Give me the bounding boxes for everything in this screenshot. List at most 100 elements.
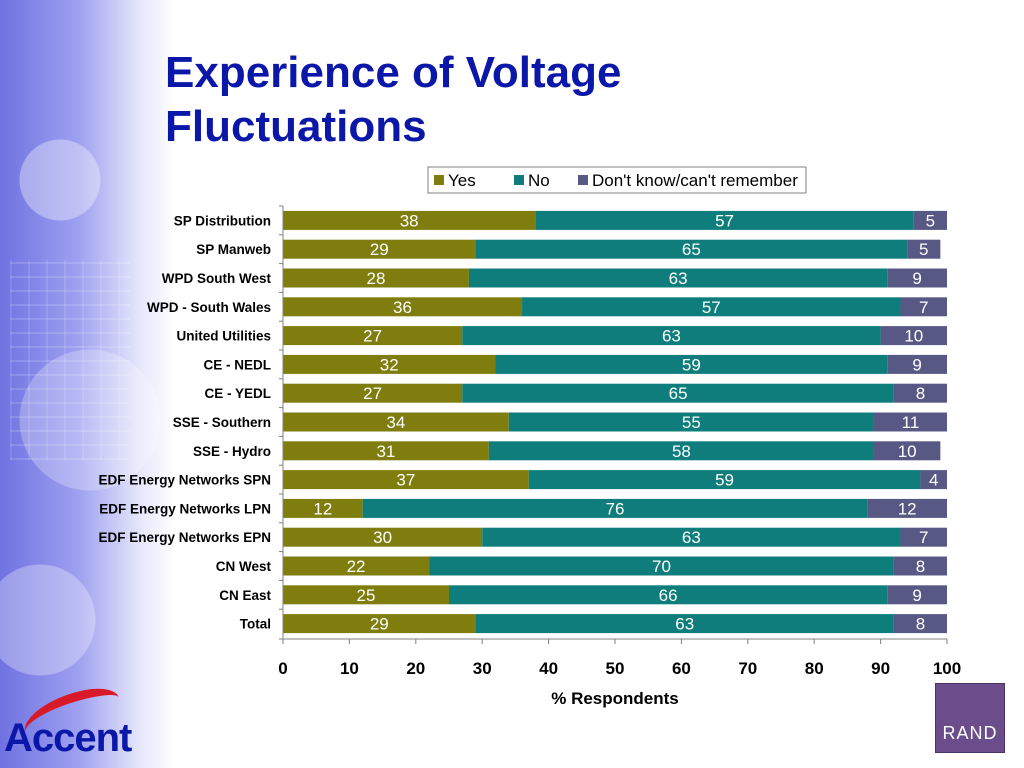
bar-segment: [887, 268, 947, 288]
bar-segment: [429, 556, 894, 576]
data-label: 12: [313, 499, 332, 518]
x-tick-label: 90: [871, 659, 890, 678]
bar-segment: [907, 239, 941, 259]
data-label: 57: [702, 298, 721, 317]
bar-segment: [920, 470, 947, 490]
bar-segment: [535, 210, 914, 230]
data-label: 8: [916, 384, 925, 403]
bar-segment: [508, 412, 874, 432]
category-label: CE - NEDL: [204, 357, 272, 372]
legend-label: Yes: [448, 171, 476, 190]
bar-segment: [362, 498, 868, 518]
x-tick-label: 50: [606, 659, 625, 678]
data-label: 7: [919, 298, 928, 317]
data-label: 65: [682, 240, 701, 259]
bar-segment: [283, 441, 489, 461]
bar-segment: [900, 527, 947, 547]
data-label: 22: [347, 557, 366, 576]
bar-segment: [462, 326, 881, 346]
data-label: 37: [396, 471, 415, 490]
data-label: 9: [912, 586, 921, 605]
bar-segment: [488, 441, 874, 461]
category-label: WPD South West: [162, 271, 272, 286]
data-label: 63: [675, 615, 694, 634]
x-axis: 0 10 20 30 40 50 60 70 80 90 100: [278, 205, 961, 678]
legend-box: [427, 166, 807, 194]
category-label: EDF Energy Networks SPN: [98, 473, 271, 488]
category-label: SP Manweb: [196, 242, 271, 257]
data-label: 63: [662, 327, 681, 346]
x-tick-label: 60: [672, 659, 691, 678]
data-label: 25: [357, 586, 376, 605]
bar-segment: [887, 585, 947, 605]
data-label: 76: [606, 499, 625, 518]
bar-segment: [873, 441, 941, 461]
category-label: WPD - South Wales: [147, 300, 271, 315]
data-label: 8: [916, 615, 925, 634]
bar-segment: [283, 470, 529, 490]
bar-segment: [873, 412, 947, 432]
data-label: 8: [916, 557, 925, 576]
data-label: 31: [376, 442, 395, 461]
x-tick-label: 40: [539, 659, 558, 678]
data-label: 9: [912, 269, 921, 288]
bar-segment: [283, 585, 449, 605]
x-tick-label: 70: [738, 659, 757, 678]
category-label: SP Distribution: [174, 213, 271, 228]
data-label: 66: [659, 586, 678, 605]
bar-segment: [495, 354, 888, 374]
x-tick-label: 80: [805, 659, 824, 678]
bar-segment: [880, 326, 947, 346]
bar-segment: [283, 239, 476, 259]
bar-segment: [283, 326, 463, 346]
bar-segment: [900, 297, 947, 317]
category-label: CN West: [216, 559, 272, 574]
category-label: Total: [240, 617, 271, 632]
rand-logo: RAND: [935, 683, 1005, 753]
bar-segment: [867, 498, 947, 518]
data-label: 7: [919, 528, 928, 547]
bar-segment: [893, 556, 947, 576]
slide-title-line-1: Experience of Voltage: [165, 48, 622, 97]
data-label: 9: [912, 355, 921, 374]
bar-segment: [893, 383, 947, 403]
legend-label: Don't know/can't remember: [592, 171, 798, 190]
bar-segment: [893, 614, 947, 634]
category-label: SSE - Southern: [173, 415, 271, 430]
legend-label: No: [528, 171, 550, 190]
x-tick-label: 10: [340, 659, 359, 678]
category-label: United Utilities: [176, 329, 271, 344]
slide-title: Experience of Voltage Fluctuations: [165, 46, 805, 154]
data-label: 27: [363, 384, 382, 403]
side-decoration: [0, 0, 175, 768]
data-label: 55: [682, 413, 701, 432]
data-label: 29: [370, 615, 389, 634]
legend-swatch: [578, 175, 588, 185]
data-label: 63: [682, 528, 701, 547]
x-tick-label: 20: [406, 659, 425, 678]
legend-swatch: [434, 175, 444, 185]
legend: Yes No Don't know/can't remember: [427, 166, 807, 194]
x-tick-label: 100: [933, 659, 961, 678]
bar-segment: [462, 383, 894, 403]
rand-logo-text: RAND: [942, 723, 998, 743]
bars-group: 38 57 5 29 65 5 28 63 9 36 57 7 27 63 10 32 59 9 27 65 8 34 55…: [283, 210, 947, 634]
data-label: 29: [370, 240, 389, 259]
data-label: 12: [898, 499, 917, 518]
accent-logo: Accent: [4, 681, 164, 760]
data-label: 10: [898, 442, 917, 461]
data-label: 5: [926, 211, 935, 230]
data-label: 5: [919, 240, 928, 259]
data-label: 57: [715, 211, 734, 230]
category-label: SSE - Hydro: [193, 444, 271, 459]
data-label: 4: [929, 471, 938, 490]
slide-title-line-2: Fluctuations: [165, 102, 427, 151]
bar-segment: [528, 470, 921, 490]
bar-segment: [468, 268, 888, 288]
bar-segment: [522, 297, 901, 317]
data-label: 58: [672, 442, 691, 461]
bar-segment: [283, 498, 363, 518]
category-label: EDF Energy Networks LPN: [99, 501, 271, 516]
category-label: CN East: [219, 588, 271, 603]
category-label: EDF Energy Networks EPN: [98, 530, 271, 545]
